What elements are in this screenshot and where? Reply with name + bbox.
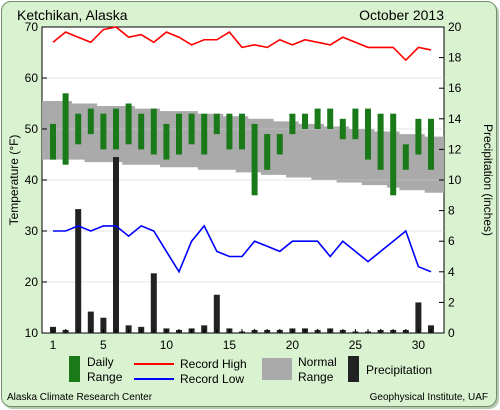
y-right-tick-label: 0	[448, 326, 455, 340]
daily-range-bar	[176, 113, 182, 155]
y-left-tick-label: 50	[25, 122, 39, 136]
y-axis-right-label: Precipitation (inches)	[481, 124, 495, 236]
legend-normal-range-label-2: Range	[298, 370, 334, 384]
legend-normal-range-label-1: Normal	[298, 355, 337, 369]
y-right-tick-label: 20	[448, 20, 462, 34]
daily-range-bar	[100, 113, 107, 150]
daily-range-bar	[239, 113, 245, 150]
precipitation-bar	[87, 311, 94, 333]
daily-range-bar	[226, 113, 233, 150]
daily-range-bar	[150, 108, 157, 155]
daily-range-bar	[415, 118, 422, 155]
legend-normal-range-swatch	[262, 358, 292, 380]
record-high-line	[52, 26, 432, 62]
chart-period: October 2013	[359, 7, 444, 23]
daily-range-bar	[377, 113, 384, 170]
daily-range-bar	[390, 113, 397, 196]
legend-daily-range-label-1: Daily	[87, 355, 114, 369]
y-left-tick-label: 60	[25, 71, 39, 85]
x-tick-label: 20	[286, 338, 300, 352]
x-tick-label: 10	[160, 338, 174, 352]
daily-range-bar	[138, 113, 145, 150]
legend-record-high-label: Record High	[180, 357, 247, 371]
daily-range-bar	[87, 108, 94, 135]
footer-left: Alaska Climate Research Center	[7, 392, 153, 403]
daily-range-bar	[289, 113, 296, 135]
precipitation-bar	[113, 157, 119, 333]
chart-location: Ketchikan, Alaska	[17, 7, 128, 23]
daily-range-bar	[251, 123, 258, 196]
legend-precipitation-swatch	[348, 356, 359, 382]
daily-range-bar	[163, 123, 170, 160]
y-axis-left-label: Temperature (°F)	[7, 135, 21, 226]
precipitation-bar	[213, 294, 220, 333]
y-right-tick-label: 6	[448, 234, 455, 248]
x-tick-label: 1	[50, 338, 57, 352]
legend-daily-range-swatch	[69, 356, 80, 382]
daily-range-bar	[302, 113, 308, 129]
daily-range-bar	[365, 108, 371, 160]
daily-range-bar	[125, 103, 132, 145]
y-right-tick-label: 8	[448, 204, 455, 218]
y-left-tick-label: 20	[25, 275, 39, 289]
daily-range-bar	[264, 134, 271, 170]
y-right-tick-label: 12	[448, 142, 462, 156]
daily-range-bars	[50, 93, 434, 196]
record-low-line	[53, 224, 432, 274]
daily-range-bar	[50, 123, 56, 160]
x-tick-label: 30	[412, 338, 426, 352]
y-right-tick-label: 4	[448, 265, 455, 279]
legend: Daily Range Record High Record Low Norma…	[69, 355, 432, 386]
daily-range-bar	[276, 134, 283, 155]
x-tick-label: 25	[349, 338, 363, 352]
y-left-tick-label: 10	[25, 326, 39, 340]
legend-precipitation-label: Precipitation	[366, 363, 432, 377]
daily-range-bar	[75, 113, 82, 145]
daily-range-bar	[213, 113, 220, 135]
precipitation-bar	[415, 302, 422, 333]
y-right-tick-label: 14	[448, 112, 462, 126]
daily-range-bar	[113, 108, 119, 150]
record-lines	[52, 26, 432, 274]
daily-range-bar	[352, 108, 359, 140]
daily-range-bar	[62, 93, 69, 165]
precipitation-bar	[150, 273, 157, 333]
footer-right: Geophysical Institute, UAF	[370, 392, 488, 403]
daily-range-bar	[314, 108, 321, 129]
daily-range-bar	[201, 113, 208, 155]
y-right-tick-label: 16	[448, 81, 462, 95]
legend-record-low-label: Record Low	[180, 372, 244, 386]
daily-range-bar	[339, 118, 346, 140]
daily-range-bar	[188, 113, 195, 145]
precipitation-bar	[100, 317, 107, 333]
y-right-tick-label: 2	[448, 295, 455, 309]
y-right-tick-label: 18	[448, 51, 462, 65]
y-right-tick-label: 10	[448, 173, 462, 187]
precipitation-bar	[75, 209, 82, 333]
daily-range-bar	[428, 118, 434, 170]
y-left-tick-label: 40	[25, 173, 39, 187]
x-tick-label: 15	[223, 338, 237, 352]
daily-range-bar	[327, 108, 334, 129]
legend-daily-range-label-2: Range	[87, 370, 123, 384]
x-tick-label: 5	[100, 338, 107, 352]
y-left-tick-label: 70	[25, 20, 39, 34]
y-left-tick-label: 30	[25, 224, 39, 238]
daily-range-bar	[402, 144, 409, 170]
